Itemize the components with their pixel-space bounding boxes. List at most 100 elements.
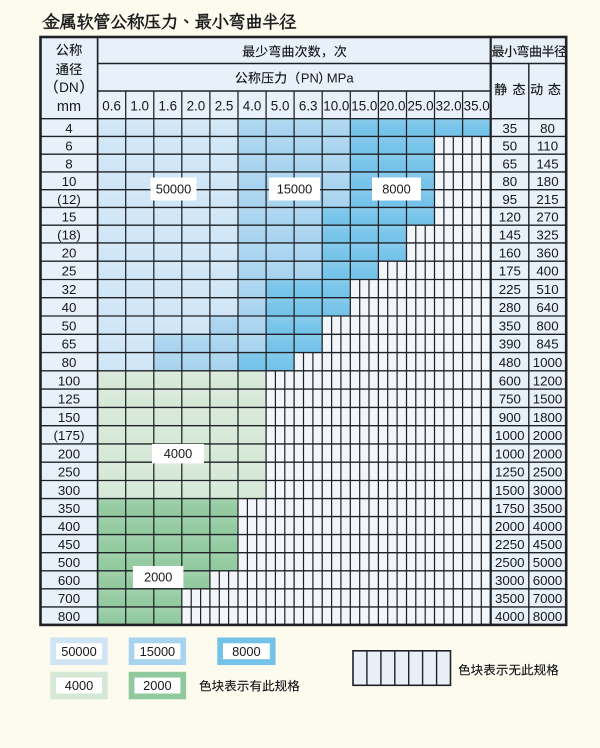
- svg-text:8000: 8000: [533, 609, 563, 624]
- svg-text:2500: 2500: [495, 555, 525, 570]
- svg-text:360: 360: [536, 245, 558, 260]
- svg-text:800: 800: [58, 609, 80, 624]
- svg-text:400: 400: [536, 264, 558, 279]
- svg-text:5.0: 5.0: [271, 99, 290, 114]
- svg-text:4000: 4000: [65, 678, 93, 693]
- svg-text:125: 125: [58, 392, 80, 407]
- svg-text:25.0: 25.0: [407, 99, 433, 114]
- svg-text:8: 8: [65, 156, 72, 171]
- svg-text:215: 215: [536, 192, 558, 207]
- svg-text:1.6: 1.6: [158, 99, 177, 114]
- svg-text:3000: 3000: [495, 573, 525, 588]
- svg-text:4: 4: [65, 121, 72, 136]
- svg-text:300: 300: [58, 483, 80, 498]
- svg-text:32: 32: [62, 282, 77, 297]
- svg-text:20.0: 20.0: [379, 99, 405, 114]
- svg-text:1000: 1000: [533, 355, 563, 370]
- svg-text:MPa: MPa: [327, 71, 355, 86]
- svg-text:35: 35: [502, 121, 517, 136]
- svg-text:500: 500: [58, 555, 80, 570]
- svg-text:120: 120: [499, 210, 521, 225]
- svg-text:175: 175: [499, 264, 521, 279]
- svg-text:65: 65: [502, 156, 517, 171]
- svg-text:3500: 3500: [495, 591, 525, 606]
- svg-text:150: 150: [58, 410, 80, 425]
- svg-text:2.5: 2.5: [215, 99, 234, 114]
- svg-text:1500: 1500: [533, 392, 563, 407]
- svg-text:1.0: 1.0: [130, 99, 149, 114]
- svg-text:5000: 5000: [533, 555, 563, 570]
- svg-text:PN: PN: [301, 71, 319, 86]
- svg-text:50: 50: [62, 318, 77, 333]
- svg-text:160: 160: [499, 245, 521, 260]
- svg-text:270: 270: [536, 210, 558, 225]
- svg-text:640: 640: [536, 300, 558, 315]
- svg-text:4000: 4000: [533, 519, 563, 534]
- svg-text:DN: DN: [59, 80, 79, 95]
- svg-text:1000: 1000: [495, 428, 525, 443]
- svg-text:700: 700: [58, 591, 80, 606]
- svg-text:10: 10: [62, 174, 77, 189]
- svg-text:65: 65: [62, 337, 77, 352]
- svg-text:7000: 7000: [533, 591, 563, 606]
- svg-text:8000: 8000: [382, 182, 410, 197]
- svg-text:1750: 1750: [495, 501, 525, 516]
- svg-text:50: 50: [502, 139, 517, 154]
- svg-text:145: 145: [536, 156, 558, 171]
- svg-text:200: 200: [58, 446, 80, 461]
- svg-text:145: 145: [499, 227, 521, 242]
- svg-text:2000: 2000: [143, 678, 171, 693]
- svg-text:1250: 1250: [495, 465, 525, 480]
- svg-text:390: 390: [499, 337, 521, 352]
- svg-text:15: 15: [62, 210, 77, 225]
- svg-text:800: 800: [536, 318, 558, 333]
- svg-text:900: 900: [499, 410, 521, 425]
- svg-text:225: 225: [499, 282, 521, 297]
- svg-text:(12): (12): [57, 192, 81, 207]
- svg-text:15.0: 15.0: [351, 99, 377, 114]
- svg-text:50000: 50000: [156, 182, 192, 197]
- svg-text:350: 350: [499, 318, 521, 333]
- svg-text:100: 100: [58, 373, 80, 388]
- svg-text:(175): (175): [53, 428, 84, 443]
- svg-text:1500: 1500: [495, 483, 525, 498]
- svg-text:600: 600: [499, 373, 521, 388]
- svg-text:110: 110: [537, 139, 558, 154]
- svg-text:4500: 4500: [533, 537, 563, 552]
- svg-text:4000: 4000: [164, 446, 192, 461]
- svg-text:80: 80: [540, 121, 555, 136]
- svg-text:2.0: 2.0: [187, 99, 206, 114]
- svg-text:2000: 2000: [495, 519, 525, 534]
- svg-text:40: 40: [62, 300, 77, 315]
- svg-text:400: 400: [58, 519, 80, 534]
- svg-text:845: 845: [536, 337, 558, 352]
- svg-text:25: 25: [62, 264, 77, 279]
- svg-text:480: 480: [499, 355, 521, 370]
- svg-text:1800: 1800: [533, 410, 563, 425]
- svg-text:510: 510: [536, 282, 558, 297]
- svg-text:2000: 2000: [144, 570, 172, 585]
- svg-text:350: 350: [58, 501, 80, 516]
- svg-text:(18): (18): [57, 227, 81, 242]
- svg-text:2000: 2000: [533, 446, 563, 461]
- svg-text:250: 250: [58, 465, 80, 480]
- svg-text:6000: 6000: [533, 573, 563, 588]
- svg-text:15000: 15000: [277, 182, 313, 197]
- svg-text:1000: 1000: [495, 446, 525, 461]
- svg-text:2000: 2000: [533, 428, 563, 443]
- svg-text:450: 450: [58, 537, 80, 552]
- svg-text:4.0: 4.0: [243, 99, 262, 114]
- svg-text:80: 80: [502, 174, 517, 189]
- svg-text:32.0: 32.0: [436, 99, 462, 114]
- svg-text:180: 180: [536, 174, 558, 189]
- svg-text:80: 80: [62, 355, 77, 370]
- svg-text:6.3: 6.3: [299, 99, 318, 114]
- svg-text:8000: 8000: [232, 644, 260, 659]
- svg-text:4000: 4000: [495, 609, 525, 624]
- svg-text:35.0: 35.0: [464, 99, 490, 114]
- svg-text:50000: 50000: [61, 644, 97, 659]
- svg-text:2250: 2250: [495, 537, 525, 552]
- svg-text:15000: 15000: [140, 644, 176, 659]
- svg-text:10.0: 10.0: [323, 99, 349, 114]
- svg-text:20: 20: [62, 245, 77, 260]
